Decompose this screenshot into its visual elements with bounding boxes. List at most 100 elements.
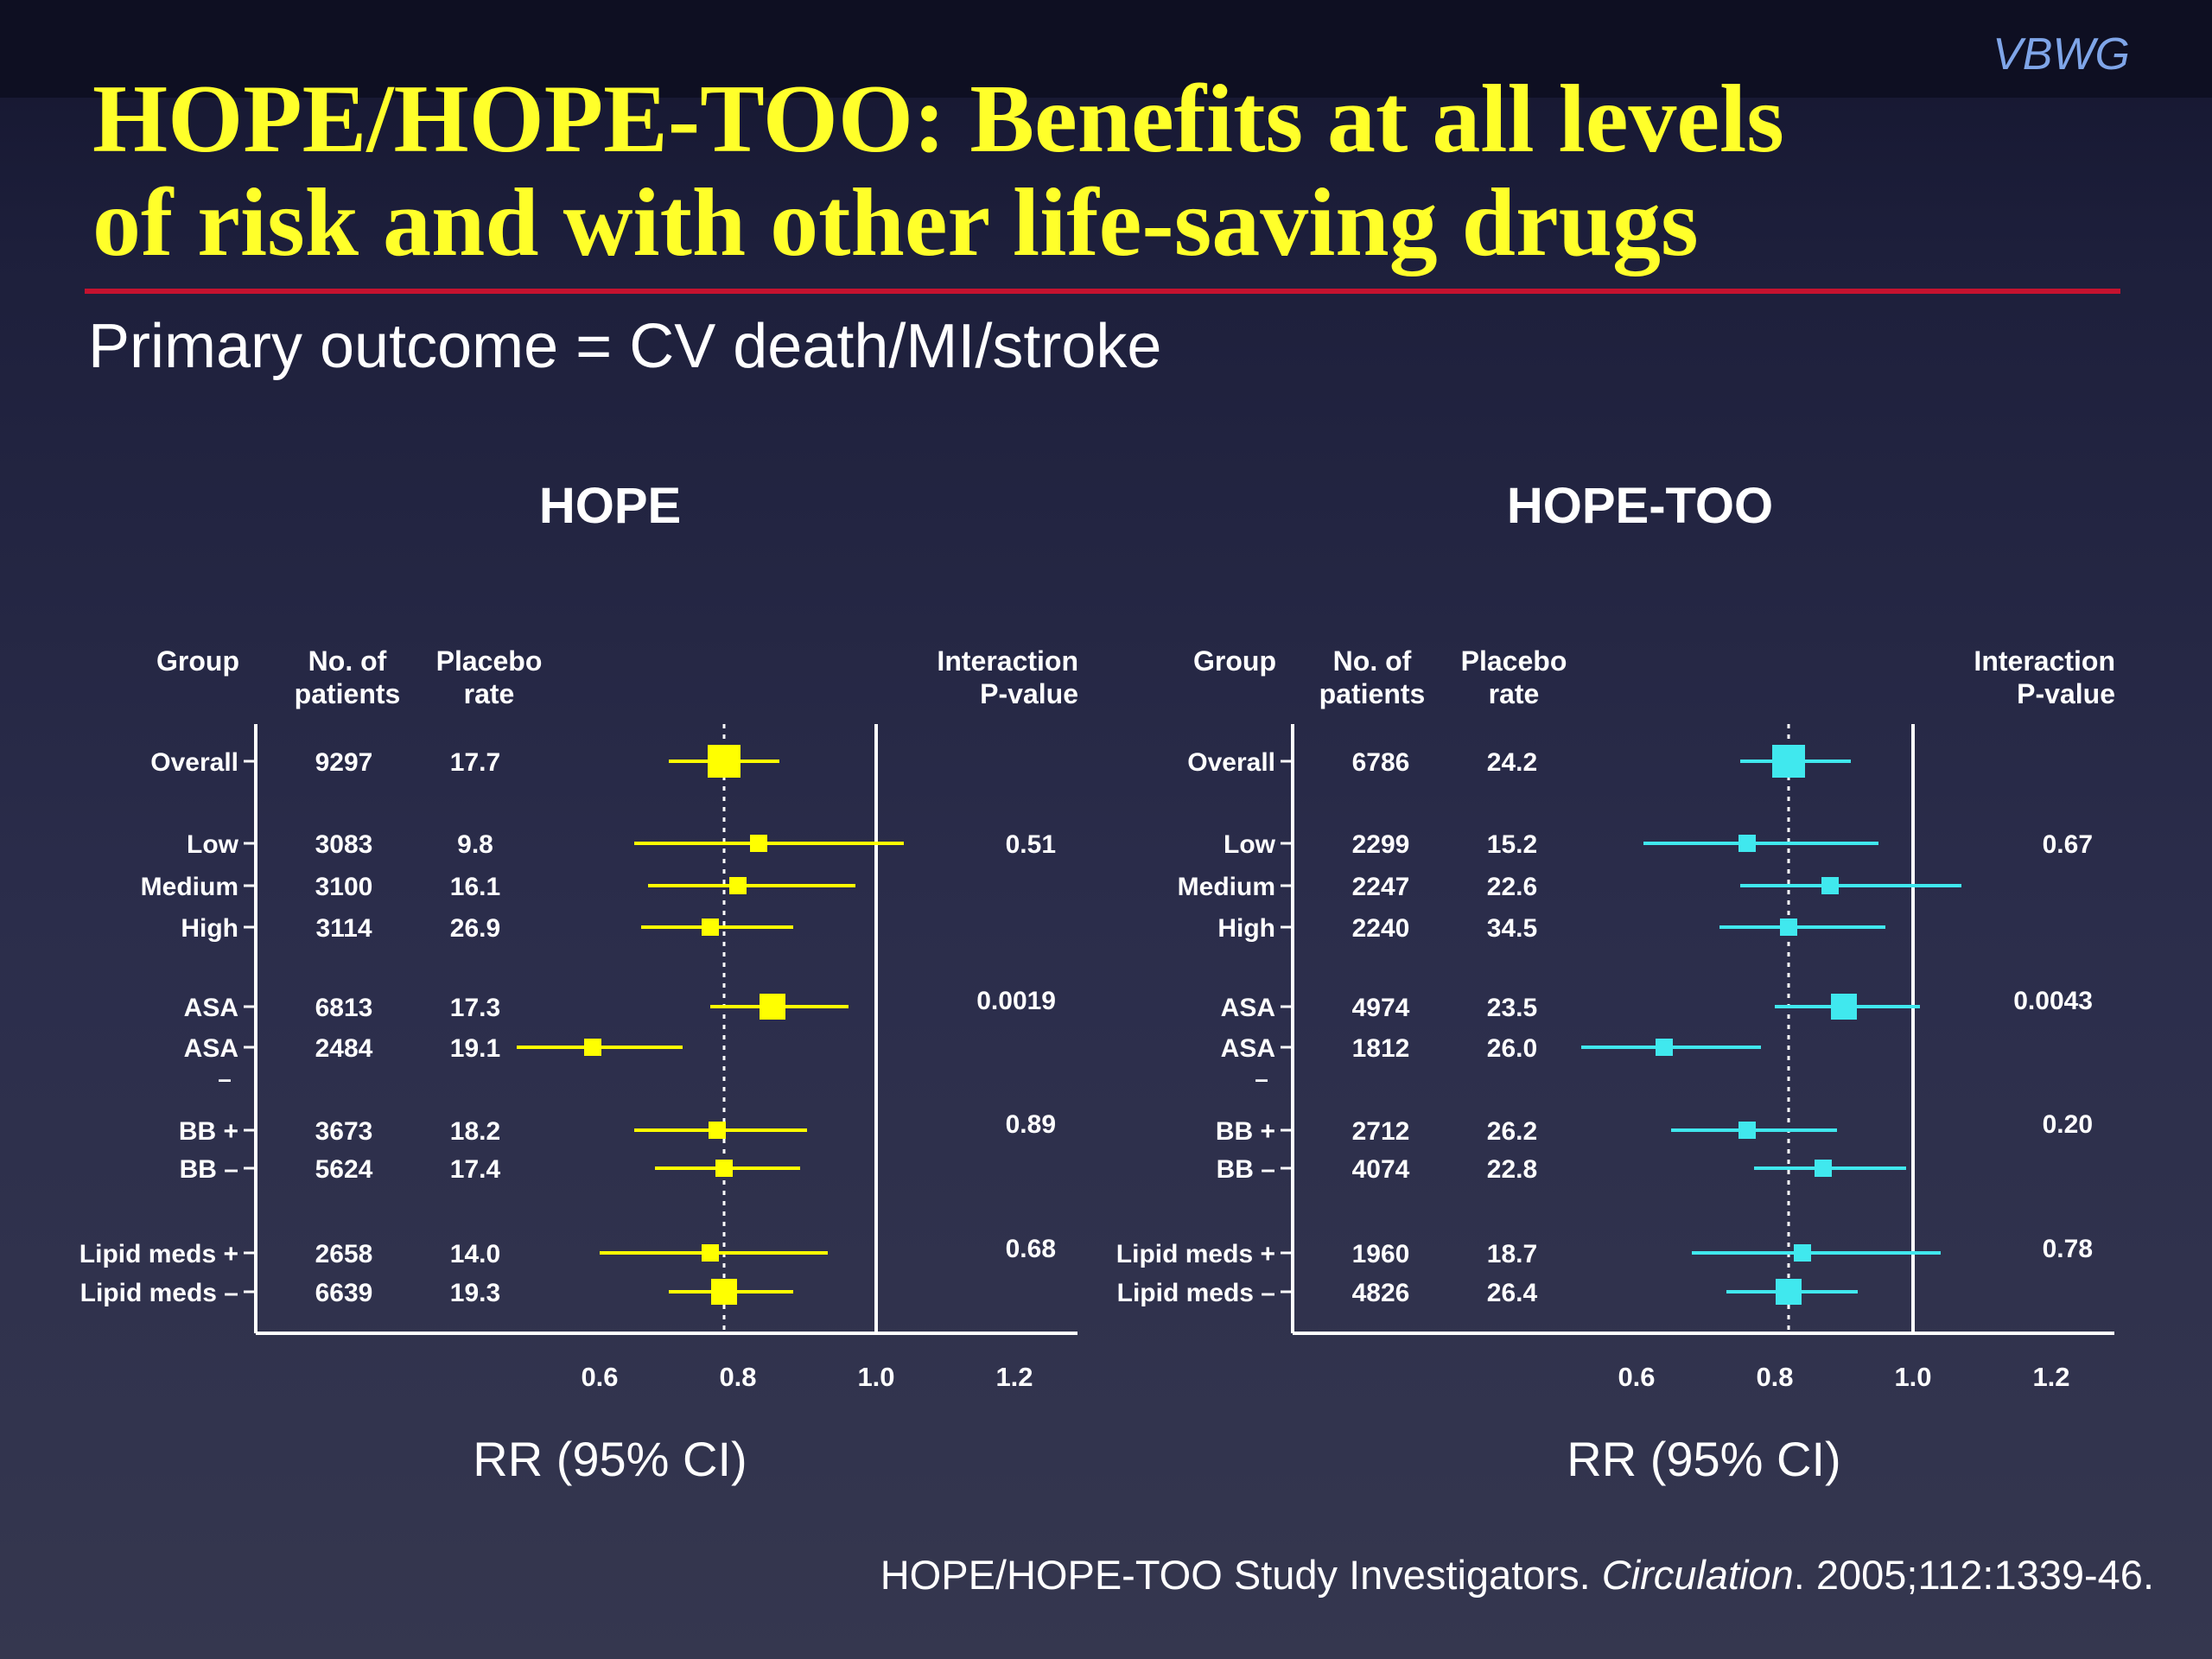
header-pvalue-2: P-value bbox=[2017, 678, 2115, 709]
row-patients: 4074 bbox=[1352, 1155, 1410, 1184]
point-estimate bbox=[1776, 1279, 1802, 1305]
header-patients-1: No. of bbox=[1333, 645, 1412, 677]
brand-label: VBWG bbox=[1993, 29, 2130, 79]
title-divider bbox=[85, 289, 2120, 294]
row-pvalue: 0.51 bbox=[1006, 830, 1056, 859]
row-pvalue: 0.0019 bbox=[976, 987, 1056, 1015]
row-placebo-rate: 18.7 bbox=[1487, 1240, 1537, 1268]
point-estimate bbox=[729, 877, 747, 894]
forest-row: Lipid meds – 4826 26.4 bbox=[1117, 1279, 1858, 1307]
row-patients: 4826 bbox=[1352, 1279, 1410, 1307]
x-tick-label: 0.8 bbox=[719, 1362, 756, 1392]
forest-row: ASA– 1812 26.0 bbox=[1221, 1034, 1761, 1092]
citation-authors: HOPE/HOPE-TOO Study Investigators. bbox=[880, 1552, 1591, 1598]
forest-row: ASA 6813 17.3 0.0019 bbox=[184, 987, 1056, 1022]
point-estimate bbox=[1831, 994, 1857, 1020]
row-pvalue: 0.89 bbox=[1006, 1110, 1056, 1139]
row-patients: 6786 bbox=[1352, 748, 1410, 777]
forest-row: ASA 4974 23.5 0.0043 bbox=[1221, 987, 2093, 1022]
page-title: HOPE/HOPE-TOO: Benefits at all levels of… bbox=[92, 67, 2080, 275]
row-pvalue: 0.0043 bbox=[2013, 987, 2093, 1015]
forest-row: High 2240 34.5 bbox=[1217, 914, 1885, 943]
point-estimate bbox=[750, 835, 767, 852]
panel-title: HOPE-TOO bbox=[1507, 478, 1773, 534]
row-group-label: Lipid meds + bbox=[79, 1240, 238, 1268]
header-placebo-1: Placebo bbox=[1461, 645, 1567, 677]
row-group-label: ASA bbox=[184, 1034, 238, 1063]
x-axis-label: RR (95% CI) bbox=[1567, 1432, 1840, 1486]
row-placebo-rate: 19.3 bbox=[450, 1279, 500, 1307]
row-placebo-rate: 23.5 bbox=[1487, 994, 1537, 1022]
row-group-label: Overall bbox=[150, 748, 238, 777]
header-group: Group bbox=[1193, 645, 1276, 677]
x-tick-label: 0.8 bbox=[1756, 1362, 1793, 1392]
row-patients: 2712 bbox=[1352, 1117, 1410, 1146]
x-tick-label: 1.0 bbox=[1894, 1362, 1931, 1392]
row-placebo-rate: 18.2 bbox=[450, 1117, 500, 1146]
row-placebo-rate: 16.1 bbox=[450, 873, 500, 901]
citation: HOPE/HOPE-TOO Study Investigators. Circu… bbox=[880, 1551, 2154, 1599]
forest-row: Overall 6786 24.2 bbox=[1187, 745, 1851, 778]
row-group-label: Low bbox=[1224, 830, 1276, 859]
row-patients: 3100 bbox=[315, 873, 373, 901]
citation-journal: Circulation bbox=[1601, 1552, 1794, 1598]
row-placebo-rate: 24.2 bbox=[1487, 748, 1537, 777]
header-placebo-1: Placebo bbox=[436, 645, 543, 677]
row-placebo-rate: 26.9 bbox=[450, 914, 500, 943]
row-group-mark: – bbox=[218, 1065, 232, 1092]
title-line-1: HOPE/HOPE-TOO: Benefits at all levels bbox=[92, 66, 1784, 173]
forest-row: Lipid meds + 2658 14.0 0.68 bbox=[79, 1235, 1056, 1268]
row-placebo-rate: 14.0 bbox=[450, 1240, 500, 1268]
forest-row: Low 3083 9.8 0.51 bbox=[187, 830, 1056, 859]
row-patients: 2484 bbox=[315, 1034, 373, 1063]
header-placebo-2: rate bbox=[464, 678, 515, 709]
forest-row: Overall 9297 17.7 bbox=[150, 745, 779, 778]
point-estimate bbox=[708, 745, 741, 778]
row-group-label: Lipid meds + bbox=[1116, 1240, 1275, 1268]
point-estimate bbox=[1656, 1039, 1673, 1056]
point-estimate bbox=[702, 918, 719, 936]
header-pvalue-1: Interaction bbox=[937, 645, 1078, 677]
row-placebo-rate: 22.8 bbox=[1487, 1155, 1537, 1184]
header-patients-2: patients bbox=[1319, 678, 1426, 709]
point-estimate bbox=[702, 1244, 719, 1262]
row-patients: 6813 bbox=[315, 994, 373, 1022]
row-group-label: ASA bbox=[184, 994, 238, 1022]
forest-row: BB + 2712 26.2 0.20 bbox=[1216, 1110, 2093, 1146]
row-patients: 2658 bbox=[315, 1240, 373, 1268]
row-group-label: Lipid meds – bbox=[80, 1279, 238, 1307]
x-axis-label: RR (95% CI) bbox=[473, 1432, 747, 1486]
row-patients: 5624 bbox=[315, 1155, 373, 1184]
citation-ref: . 2005;112:1339-46. bbox=[1793, 1552, 2154, 1598]
point-estimate bbox=[1794, 1244, 1811, 1262]
row-placebo-rate: 17.7 bbox=[450, 748, 500, 777]
subtitle: Primary outcome = CV death/MI/stroke bbox=[88, 312, 1162, 381]
row-pvalue: 0.68 bbox=[1006, 1235, 1056, 1263]
row-group-label: High bbox=[1217, 914, 1275, 943]
x-tick-label: 0.6 bbox=[1618, 1362, 1655, 1392]
row-placebo-rate: 17.3 bbox=[450, 994, 500, 1022]
row-placebo-rate: 26.4 bbox=[1487, 1279, 1538, 1307]
header-patients-1: No. of bbox=[308, 645, 387, 677]
row-patients: 2247 bbox=[1352, 873, 1410, 901]
row-group-label: Lipid meds – bbox=[1117, 1279, 1275, 1307]
point-estimate bbox=[584, 1039, 601, 1056]
forest-row: ASA– 2484 19.1 bbox=[184, 1034, 683, 1092]
row-placebo-rate: 9.8 bbox=[457, 830, 493, 859]
row-patients: 2240 bbox=[1352, 914, 1410, 943]
point-estimate bbox=[715, 1160, 733, 1177]
row-patients: 2299 bbox=[1352, 830, 1410, 859]
row-pvalue: 0.78 bbox=[2043, 1235, 2093, 1263]
x-tick-label: 0.6 bbox=[581, 1362, 618, 1392]
row-placebo-rate: 34.5 bbox=[1487, 914, 1537, 943]
row-patients: 6639 bbox=[315, 1279, 373, 1307]
point-estimate bbox=[1738, 835, 1756, 852]
row-group-label: ASA bbox=[1221, 1034, 1275, 1063]
row-group-mark: – bbox=[1255, 1065, 1268, 1092]
point-estimate bbox=[709, 1122, 726, 1139]
forest-row: Lipid meds – 6639 19.3 bbox=[80, 1279, 793, 1307]
row-group-label: Medium bbox=[1178, 873, 1275, 901]
title-line-2: of risk and with other life-saving drugs bbox=[92, 169, 1699, 276]
